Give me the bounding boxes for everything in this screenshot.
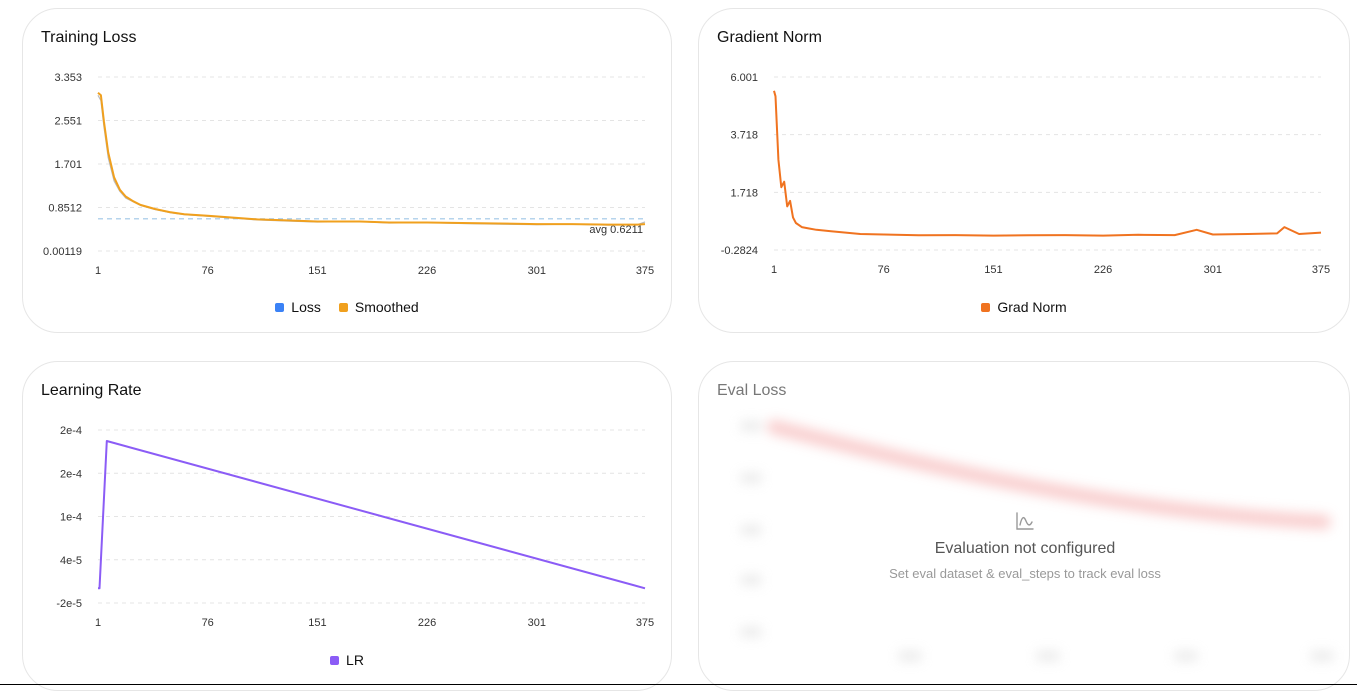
gradient-norm-card: Gradient Norm 6.001 3.718 1.718 -0.2824 1 76 1… [698, 8, 1350, 333]
learning-rate-chart: 2e-4 2e-4 1e-4 4e-5 -2e-5 1 76 151 226 301 375 [56, 425, 654, 629]
x-tick-label: 76 [202, 617, 214, 629]
legend-label-loss: Loss [291, 299, 321, 315]
eval-placeholder-tick [1175, 652, 1197, 660]
x-tick-label: 151 [984, 264, 1002, 276]
learning-rate-card: Learning Rate 2e-4 2e-4 1e-4 4e-5 -2e-5 1 76 15… [22, 361, 672, 691]
legend-swatch-loss [275, 302, 285, 312]
y-tick-label: 4e-5 [60, 555, 82, 567]
eval-placeholder-tick [741, 474, 761, 482]
eval-loss-title: Eval Loss [717, 382, 787, 399]
x-tick-label: 301 [528, 265, 546, 277]
x-tick-label: 301 [1204, 264, 1222, 276]
learning-rate-title: Learning Rate [41, 382, 142, 399]
average-reference-label: avg 0.6211 [589, 224, 643, 236]
x-tick-label: 76 [878, 264, 890, 276]
eval-loss-card: Eval Loss Evaluation not configured Set … [698, 361, 1350, 691]
legend-item-loss[interactable]: Loss [275, 299, 321, 315]
y-tick-label: 0.00119 [43, 246, 82, 258]
y-tick-label: 1.718 [730, 187, 758, 199]
x-tick-label: 375 [1312, 264, 1330, 276]
x-tick-label: 151 [308, 617, 326, 629]
gradient-norm-title: Gradient Norm [717, 29, 822, 46]
training-loss-card: Training Loss 3.353 2.551 1.701 0.8512 0.001… [22, 8, 672, 333]
series-line-lr [98, 440, 646, 590]
legend-label-smoothed: Smoothed [354, 299, 419, 315]
y-tick-label: 3.718 [730, 130, 758, 142]
legend-label-grad-norm: Grad Norm [997, 299, 1067, 315]
y-tick-label: -2e-5 [56, 598, 82, 610]
x-tick-label: 375 [636, 617, 654, 629]
eval-placeholder-tick [741, 628, 761, 636]
training-loss-chart: 3.353 2.551 1.701 0.8512 0.00119 1 76 151 226 301… [43, 72, 654, 277]
y-tick-label: -0.2824 [721, 245, 758, 257]
series-line-smoothed [97, 91, 646, 226]
eval-placeholder-tick [899, 652, 921, 660]
eval-placeholder-tick [741, 526, 761, 534]
legend-item-grad-norm[interactable]: Grad Norm [981, 299, 1067, 315]
x-tick-label: 226 [418, 617, 436, 629]
x-tick-label: 1 [95, 617, 101, 629]
training-loss-title: Training Loss [41, 29, 137, 46]
y-tick-label: 2e-4 [60, 468, 82, 480]
legend-item-lr[interactable]: LR [330, 652, 364, 668]
eval-placeholder-tick [741, 576, 761, 584]
x-tick-label: 226 [418, 265, 436, 277]
eval-placeholder-tick [1311, 652, 1333, 660]
x-tick-label: 301 [528, 617, 546, 629]
eval-placeholder-tick [1037, 652, 1059, 660]
gradient-norm-legend: Grad Norm [699, 299, 1349, 315]
x-tick-label: 151 [308, 265, 326, 277]
eval-empty-state: Evaluation not configured Set eval datas… [699, 510, 1349, 581]
legend-swatch-grad-norm [981, 302, 991, 312]
x-tick-label: 76 [202, 265, 214, 277]
eval-empty-subtext: Set eval dataset & eval_steps to track e… [889, 566, 1161, 581]
legend-swatch-lr [330, 655, 340, 665]
x-tick-label: 1 [95, 265, 101, 277]
y-tick-label: 6.001 [730, 72, 758, 84]
legend-label-lr: LR [346, 652, 364, 668]
chart-line-icon [1016, 512, 1034, 530]
y-tick-label: 1.701 [54, 159, 82, 171]
eval-placeholder-tick [741, 422, 761, 430]
y-tick-label: 2e-4 [60, 425, 82, 437]
eval-placeholder-chart [741, 420, 1333, 660]
y-tick-label: 2.551 [54, 116, 82, 128]
learning-rate-legend: LR [23, 652, 671, 668]
eval-empty-heading: Evaluation not configured [934, 540, 1116, 557]
training-loss-legend: Loss Smoothed [23, 299, 671, 315]
y-tick-label: 1e-4 [60, 512, 82, 524]
x-tick-label: 1 [771, 264, 777, 276]
legend-swatch-smoothed [338, 302, 348, 312]
legend-item-smoothed[interactable]: Smoothed [338, 299, 419, 315]
series-line-loss [97, 95, 646, 226]
x-tick-label: 375 [636, 265, 654, 277]
y-tick-label: 3.353 [54, 72, 82, 84]
gradient-norm-chart: 6.001 3.718 1.718 -0.2824 1 76 151 226 301 375 [721, 72, 1330, 276]
eval-placeholder-curve [767, 420, 1331, 529]
series-line-grad-norm [773, 90, 1322, 237]
x-tick-label: 226 [1094, 264, 1112, 276]
y-tick-label: 0.8512 [48, 203, 82, 215]
